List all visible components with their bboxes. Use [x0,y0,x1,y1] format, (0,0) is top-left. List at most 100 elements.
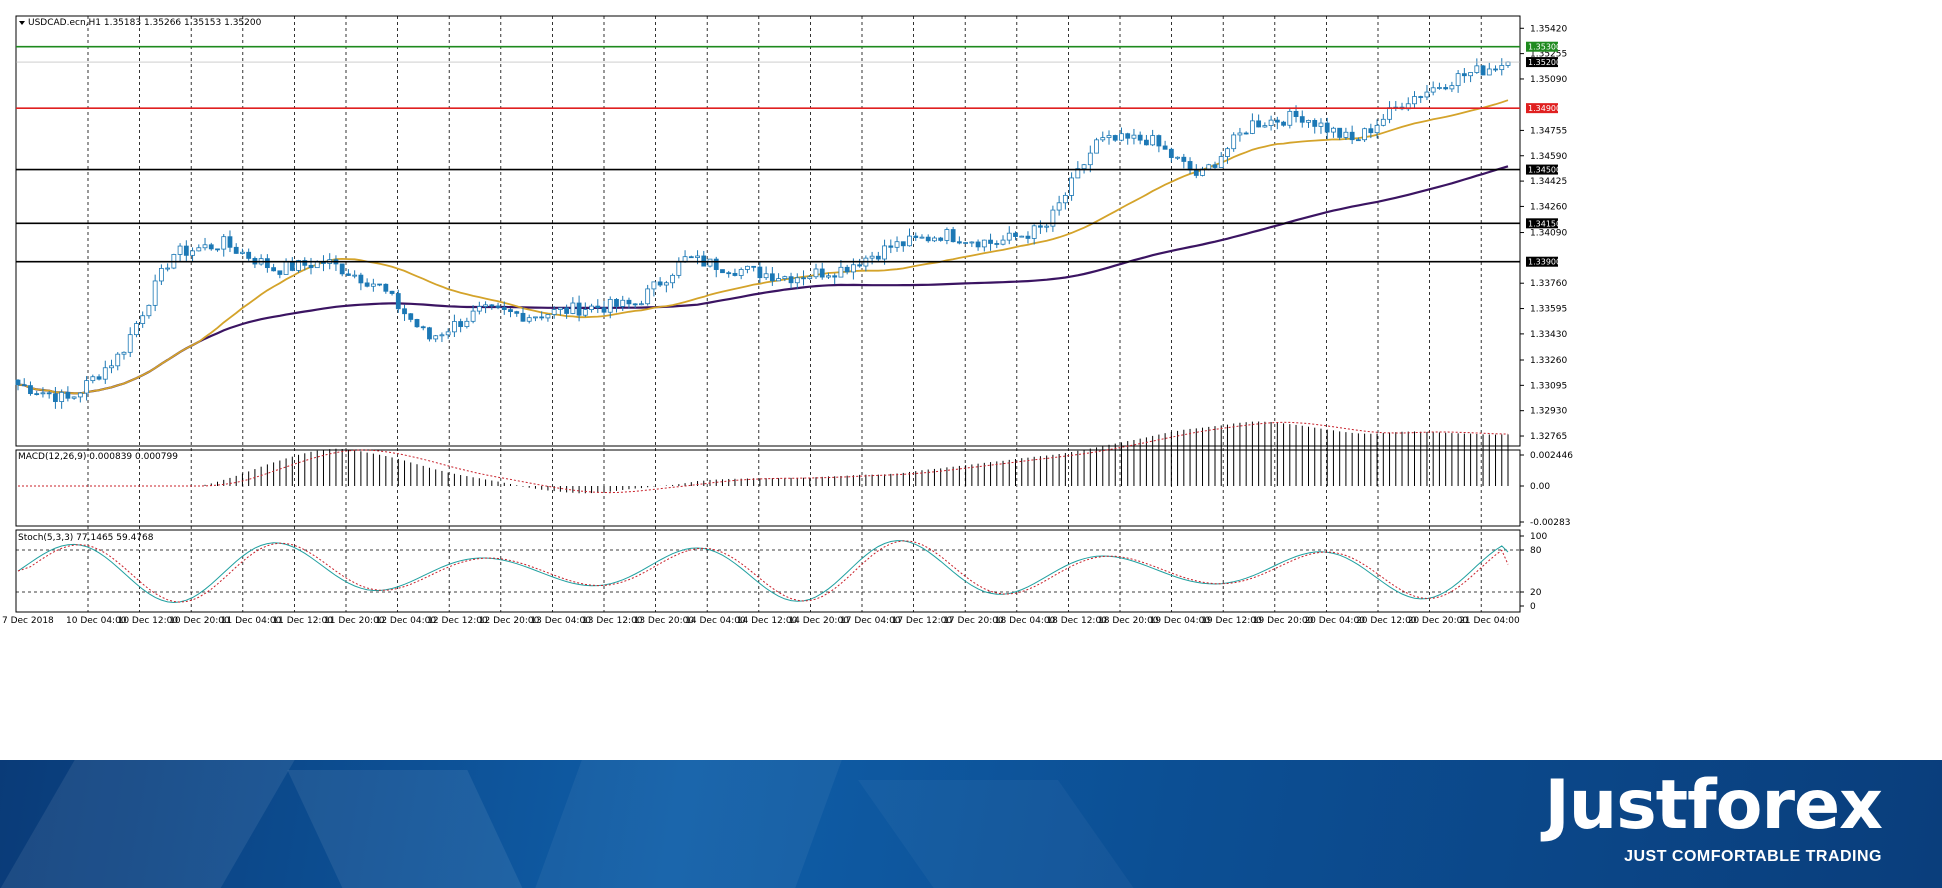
bear-candle [508,309,513,313]
bull-candle [1374,124,1380,134]
bull-candle [1486,68,1492,76]
y-tick-label: 1.34260 [1530,202,1567,212]
bull-candle [190,250,195,256]
bear-candle [844,266,850,273]
bull-candle [296,260,301,271]
bull-candle [1430,87,1436,93]
bear-candle [576,302,582,316]
bull-candle [352,274,358,277]
bear-candle [1156,135,1162,147]
dropdown-icon [19,21,25,25]
bear-candle [233,246,239,254]
y-tick-label: 1.33595 [1530,305,1567,315]
bear-candle [1162,145,1168,150]
bear-candle [34,393,40,396]
bear-candle [427,327,432,340]
bull-candle [1069,177,1074,196]
y-tick-label: 1.34090 [1530,229,1567,239]
brand-footer: Justforex JUST COMFORTABLE TRADING [0,760,1942,888]
bear-candle [65,391,71,399]
chart-window: 7 Dec 2018 10 Dec 04:00 10 Dec 12:00 10 Dec… [2,15,1574,626]
x-tick-label: 14 Dec 12:00 [737,616,798,626]
bear-candle [975,241,981,248]
bull-candle [109,365,114,369]
bull-candle [1387,107,1392,120]
bull-candle [1106,135,1112,139]
bull-candle [1331,127,1336,133]
bull-candle [794,277,800,284]
bull-candle [1081,164,1087,170]
bull-candle [115,353,121,367]
x-tick-label: 13 Dec 20:00 [634,616,695,626]
bull-candle [470,310,476,322]
x-tick-label: 11 Dec 20:00 [324,616,385,626]
bear-candle [564,307,570,314]
bear-candle [395,293,401,310]
bear-candle [1038,225,1043,228]
bear-candle [96,376,102,380]
bull-candle [782,276,788,280]
bull-candle [483,304,488,307]
bull-candle [1505,61,1511,66]
bear-candle [21,384,27,387]
bull-candle [826,275,831,278]
bull-candle [944,229,950,241]
bear-candle [539,316,545,319]
bull-candle [1231,134,1237,150]
bear-candle [595,305,601,309]
y-tick-label: 1.35255 [1530,50,1567,60]
bull-candle [1287,110,1293,126]
bear-candle [632,303,638,306]
ma-slow-line [17,165,1509,395]
y-tick-label: 0.00 [1530,482,1550,492]
pane-frame-1 [15,15,1521,447]
bull-candle [1412,96,1417,105]
bull-candle [1056,202,1062,211]
bull-candle [1131,134,1137,139]
bear-candle [389,290,395,294]
bull-candle [763,273,769,279]
bull-candle [533,316,538,319]
bull-candle [452,321,457,333]
bear-candle [956,241,962,244]
price-label-box [1526,218,1558,229]
bear-candle [614,298,619,307]
bull-candle [776,278,781,282]
bear-candle [1125,133,1131,139]
x-tick-label: 12 Dec 04:00 [376,616,437,626]
bull-candle [1268,119,1274,126]
y-tick-label: 1.32765 [1530,432,1567,442]
bear-candle [1274,119,1280,123]
bear-candle [339,263,345,275]
price-label-box [1526,57,1558,68]
y-tick-label: 1.33260 [1530,356,1567,366]
bull-candle [545,314,551,319]
bull-candle [71,396,77,399]
bull-candle [919,236,925,239]
bull-candle [707,258,713,267]
price-label: 1.35300 [1528,43,1561,52]
bull-candle [1362,128,1368,141]
bull-candle [1044,225,1050,228]
x-tick-label: 17 Dec 12:00 [892,616,953,626]
bear-candle [1193,169,1199,176]
bull-candle [196,247,202,252]
bear-candle [346,273,351,276]
x-tick-label: 10 Dec 12:00 [118,616,179,626]
bear-candle [1243,132,1249,135]
x-tick-label: 14 Dec 20:00 [788,616,849,626]
bull-candle [1094,139,1099,154]
bull-candle [84,380,89,394]
y-tick-label: 1.34425 [1530,177,1567,187]
bear-candle [46,392,52,395]
bull-candle [1031,225,1037,239]
bull-candle [869,255,875,259]
bull-candle [1175,156,1180,159]
bull-candle [314,261,320,269]
y-tick-label: 1.33760 [1530,279,1567,289]
bull-candle [882,245,887,260]
bull-candle [676,261,682,276]
bear-candle [1493,68,1498,71]
y-tick-label: 1.32930 [1530,407,1567,417]
